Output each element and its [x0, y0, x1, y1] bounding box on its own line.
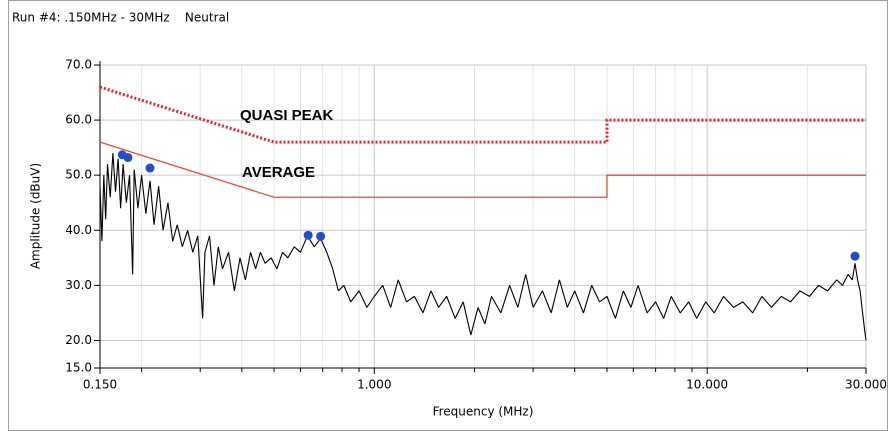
average-limit	[99, 141, 866, 198]
y-axis-label: Amplitude (dBuV)	[29, 163, 43, 269]
peak-marker	[316, 231, 326, 241]
x-tick-label: 30.000	[845, 378, 887, 392]
y-tick-label: 20.0	[65, 333, 92, 347]
y-tick-label: 30.0	[65, 278, 92, 292]
x-tick-label: 1.000	[357, 378, 391, 392]
quasi-peak-limit	[99, 85, 866, 144]
emission-trace	[99, 153, 867, 341]
y-tick-label: 60.0	[65, 113, 92, 127]
y-tick-label: 50.0	[65, 168, 92, 182]
x-tick-label: 0.150	[83, 378, 117, 392]
annotation: AVERAGE	[242, 164, 315, 181]
annotation: QUASI PEAK	[240, 107, 334, 124]
peak-marker	[303, 230, 313, 240]
chart-title: Run #4: .150MHz - 30MHz Neutral	[12, 11, 229, 25]
y-tick-label: 70.0	[65, 58, 92, 72]
y-tick-label: 15.0	[65, 361, 92, 375]
peak-marker	[145, 163, 155, 173]
peak-marker	[123, 153, 133, 163]
x-tick-label: 10.000	[686, 378, 728, 392]
peak-marker	[850, 251, 860, 261]
plot: 15.0 20.0 30.0 40.0 50.0 60.0 70.0 0.150 1.000 10…	[65, 58, 887, 392]
y-tick-label: 40.0	[65, 223, 92, 237]
x-axis-label: Frequency (MHz)	[433, 405, 534, 419]
